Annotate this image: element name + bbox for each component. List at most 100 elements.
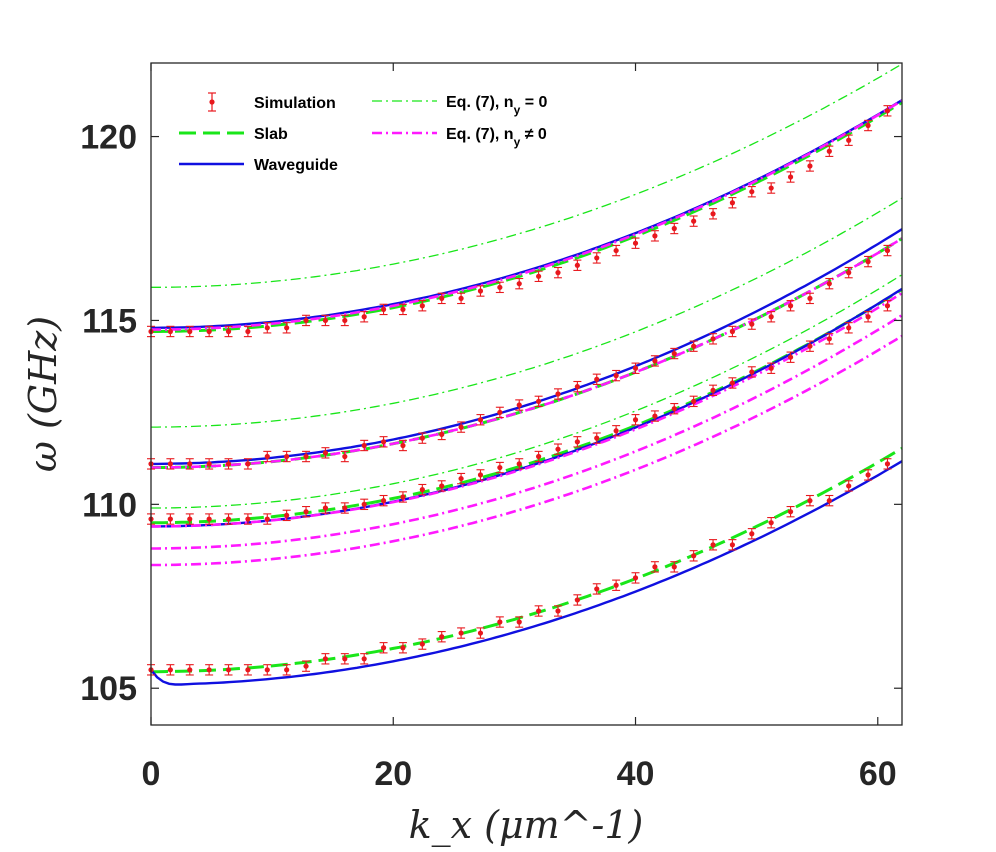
data-point: [613, 247, 619, 254]
data-point: [400, 306, 406, 313]
data-point: [846, 270, 852, 276]
data-point: [361, 656, 367, 662]
data-point: [652, 358, 658, 364]
ticks-layer: [150, 63, 902, 725]
data-point: [536, 453, 542, 460]
data-point: [807, 498, 813, 504]
data-point: [225, 461, 232, 467]
data-point: [419, 435, 425, 441]
data-point: [632, 575, 639, 581]
series-eq-7-n-y-0-mode-1: [151, 334, 903, 567]
data-point: [361, 501, 367, 507]
data-point: [419, 641, 425, 647]
legend-entry-eq7-ny0: Eq. (7), ny = 0: [372, 94, 547, 117]
data-point: [245, 328, 251, 335]
data-point: [691, 218, 697, 224]
legend-entry-waveguide: Waveguide: [179, 157, 338, 174]
data-point: [264, 453, 270, 460]
data-point: [710, 542, 716, 548]
data-point: [826, 281, 832, 287]
data-point: [749, 321, 755, 327]
data-point: [322, 656, 329, 662]
data-point: [884, 461, 891, 467]
x-tick-label: 60: [859, 755, 897, 793]
data-point: [187, 328, 193, 335]
data-point: [225, 667, 232, 673]
legend-label-slab: Slab: [254, 126, 288, 143]
data-point: [342, 656, 348, 662]
data-point: [303, 509, 309, 515]
data-point: [865, 259, 871, 265]
data-point: [497, 409, 503, 415]
data-point: [826, 336, 832, 342]
data-point: [691, 343, 697, 349]
data-point: [574, 384, 580, 390]
data-point: [380, 439, 387, 445]
y-tick-label: 120: [80, 119, 137, 157]
data-point: [439, 634, 445, 640]
data-point: [264, 516, 270, 522]
data-point: [555, 391, 561, 397]
series-eq-7-n-y-0-mode-3: [151, 63, 903, 288]
data-point: [691, 553, 697, 559]
data-point: [187, 461, 193, 467]
data-point: [477, 417, 484, 423]
data-point: [691, 398, 697, 404]
tick-labels: 0 20 40 60 105 110 115 120: [80, 119, 896, 793]
data-point: [497, 284, 503, 290]
data-point: [400, 494, 406, 500]
data-point: [865, 314, 871, 320]
data-point: [477, 288, 484, 294]
data-point: [206, 461, 212, 467]
data-point: [400, 442, 406, 449]
data-point: [749, 189, 755, 195]
data-point: [303, 453, 309, 460]
data-point: [477, 630, 484, 636]
data-point: [419, 303, 425, 309]
data-point: [594, 255, 600, 261]
legend-eq7-ny0-sub: y: [514, 103, 521, 117]
data-point: [264, 667, 270, 673]
data-point: [594, 435, 600, 441]
data-point: [206, 516, 212, 522]
x-axis-label: k_x (μm^-1): [409, 803, 644, 848]
data-point: [380, 645, 387, 651]
data-point: [225, 516, 232, 522]
data-point: [710, 211, 716, 217]
data-point: [846, 137, 852, 143]
data-point: [322, 505, 329, 511]
data-point: [361, 314, 367, 320]
data-point: [749, 531, 755, 537]
legend: Simulation Slab Waveguide Eq. (7), ny = …: [179, 92, 547, 174]
data-point: [497, 464, 503, 471]
y-tick-label: 110: [82, 486, 137, 524]
data-point: [768, 314, 774, 320]
data-point: [342, 317, 348, 324]
legend-eq7-nyne0-sub: y: [514, 135, 521, 149]
series-slab-mode-1: [151, 447, 903, 674]
data-point: [284, 453, 290, 460]
data-point: [322, 317, 329, 324]
series-eq-7-n-y-0-mode-2: [151, 314, 903, 550]
data-point: [536, 398, 542, 404]
data-point: [826, 148, 832, 154]
data-point: [497, 619, 503, 625]
data-point: [710, 336, 716, 342]
data-point: [167, 328, 173, 335]
series-eq-7-n-y-0-mode-2: [151, 197, 903, 428]
data-point: [613, 373, 619, 379]
data-point: [245, 667, 251, 673]
data-point: [729, 542, 736, 548]
series-simulation-mode-1: [147, 458, 892, 676]
data-point: [206, 667, 212, 673]
data-point: [749, 369, 755, 375]
series-eq-7-n-y-0-mode-5: [151, 99, 903, 331]
data-point: [787, 303, 794, 309]
data-point: [768, 185, 774, 191]
legend-label-eq7-nyne0: Eq. (7), ny ≠ 0: [446, 126, 547, 149]
simulation-layer: [147, 105, 892, 676]
data-point: [768, 365, 774, 371]
data-point: [516, 402, 522, 408]
data-point: [400, 645, 406, 651]
